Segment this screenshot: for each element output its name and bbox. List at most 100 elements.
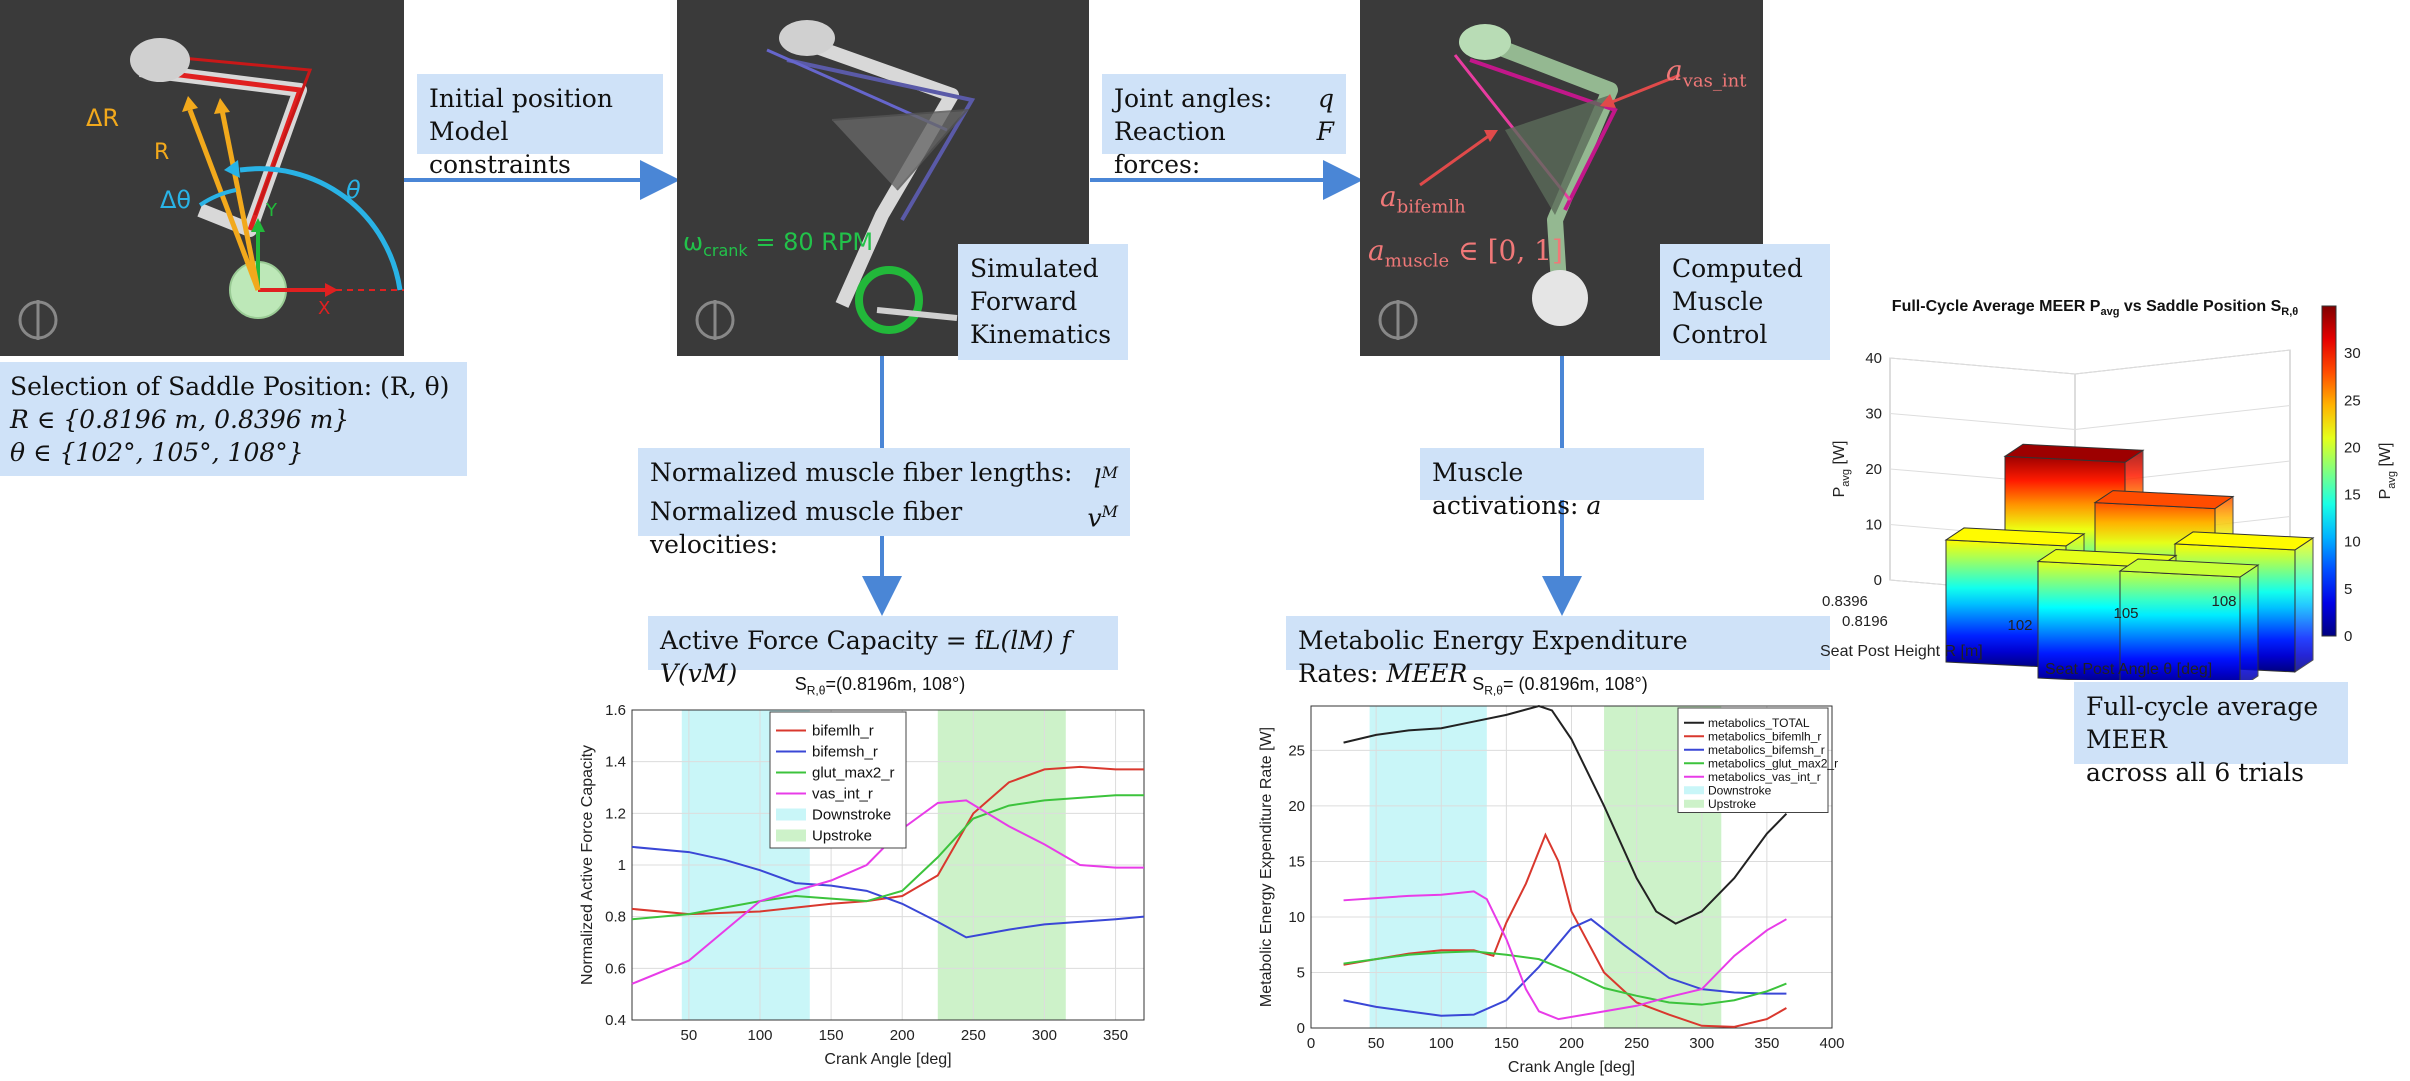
fullcycle-box: Full-cycle average MEER across all 6 tri… bbox=[2074, 682, 2348, 787]
x-axis-label: X bbox=[318, 298, 331, 319]
x-tick-label: 350 bbox=[1103, 1027, 1128, 1044]
x-tick-label: 150 bbox=[1494, 1035, 1519, 1052]
series-vas_int_r bbox=[631, 799, 1144, 985]
legend-swatch bbox=[1684, 786, 1704, 795]
computed-control-box: Computed Muscle Control bbox=[1660, 244, 1830, 360]
a-bifemlh-label: abifemlh bbox=[1380, 180, 1466, 218]
joint-f-symbol: F bbox=[1316, 117, 1334, 146]
colorbar-label: Pavg [W] bbox=[2377, 443, 2398, 500]
joint-line1: Joint angles: bbox=[1114, 84, 1273, 113]
a-vas-int-label: avas_int bbox=[1666, 54, 1746, 92]
x-tick-label: 200 bbox=[1559, 1035, 1584, 1052]
a-muscle-range-label: amuscle ∈ [0, 1] bbox=[1368, 234, 1563, 272]
bar-top-0.8196-102 bbox=[1944, 527, 2086, 547]
fiber-box: Normalized muscle fiber lengths: lM Norma… bbox=[638, 448, 1130, 559]
a-muscle-subscript: muscle bbox=[1384, 250, 1450, 272]
saddle-line2: R ∈ {0.8196 m, 0.8396 m} bbox=[10, 405, 350, 434]
colorbar-tick: 15 bbox=[2344, 487, 2361, 504]
legend-item-Upstroke: Upstroke bbox=[1708, 797, 1756, 811]
z-gridline bbox=[2074, 405, 2291, 430]
legend-swatch bbox=[776, 808, 806, 821]
activations-box: Muscle activations: a bbox=[1420, 448, 1704, 520]
plot-frame bbox=[1310, 705, 1833, 1029]
legend-item-Downstroke: Downstroke bbox=[1708, 783, 1772, 797]
afc-box: Active Force Capacity = fL(lM) f V(vM) bbox=[648, 616, 1118, 688]
x-tick-label: 250 bbox=[1624, 1035, 1649, 1052]
saddle-line1: Selection of Saddle Position: (R, θ) bbox=[10, 372, 450, 401]
colorbar bbox=[2321, 305, 2337, 637]
sim-line3: Kinematics bbox=[970, 320, 1112, 349]
y-tick-label: 0.4 bbox=[605, 1012, 626, 1029]
x-tick-label: 200 bbox=[890, 1027, 915, 1044]
a-vas-subscript: vas_int bbox=[1682, 70, 1747, 92]
colorbar-tick: 0 bbox=[2344, 628, 2352, 645]
comp-line3: Control bbox=[1672, 320, 1768, 349]
comp-line1: Computed bbox=[1672, 254, 1803, 283]
a-bif-subscript: bifemlh bbox=[1396, 196, 1466, 218]
legend-swatch bbox=[776, 829, 806, 842]
z-gridline bbox=[1889, 357, 2076, 375]
y-tick-label: 10 bbox=[1288, 909, 1305, 926]
a-bif-symbol: a bbox=[1380, 180, 1397, 213]
legend-item-bifemsh_r: bifemsh_r bbox=[812, 744, 878, 761]
saddle-line3: θ ∈ {102°, 105°, 108°} bbox=[10, 438, 304, 467]
series-metabolics_bifemsh_r bbox=[1343, 918, 1787, 1017]
series-metabolics_bifemlh_r bbox=[1343, 832, 1787, 1028]
y-tick-label: 20 bbox=[1288, 798, 1305, 815]
y-tick-label: 1.2 bbox=[605, 805, 626, 822]
afc-chart-title: SR,θ=(0.8196m, 108°) bbox=[620, 674, 1140, 698]
plot-frame bbox=[631, 709, 1145, 1021]
fiber-line1: Normalized muscle fiber lengths: bbox=[650, 458, 1073, 487]
y-tick-label: 0 bbox=[1297, 1020, 1305, 1037]
colorbar-tick: 30 bbox=[2344, 345, 2361, 362]
meer-text: Metabolic Energy Expenditure Rates: bbox=[1298, 626, 1688, 688]
y-axis-label: Y bbox=[266, 200, 277, 221]
bar3d-title-sub2: R,θ bbox=[2281, 306, 2299, 319]
forward-kinematics-illustration bbox=[695, 20, 976, 340]
series-bifemsh_r bbox=[631, 845, 1145, 939]
fiber-l-base: l bbox=[1093, 464, 1102, 494]
joint-q-symbol: q bbox=[1317, 84, 1334, 113]
y-axis-label: Metabolic Energy Expenditure Rate [W] bbox=[1258, 727, 1275, 1007]
a-muscle-range: ∈ [0, 1] bbox=[1449, 234, 1563, 267]
meer-chart-title: SR,θ= (0.8196m, 108°) bbox=[1280, 674, 1840, 698]
afc-line-chart: 50 100 150 200 250 300 350 0.4 0.6 0.8 1 1.2 1.4 1.6 C… bbox=[579, 702, 1145, 1068]
saddle-geometry-illustration bbox=[18, 38, 404, 340]
sim-line1: Simulated bbox=[970, 254, 1099, 283]
muscle-control-illustration bbox=[1378, 24, 1681, 340]
activations-a-symbol: a bbox=[1586, 491, 1602, 520]
sim-line2: Forward bbox=[970, 287, 1078, 316]
x-tick-label: 250 bbox=[961, 1027, 986, 1044]
theta-axis-label: Seat Post Angle θ [deg] bbox=[2045, 661, 2212, 678]
afc-title-rest: =(0.8196m, 108°) bbox=[825, 674, 966, 694]
fiber-v-sup: M bbox=[1101, 502, 1118, 522]
meer-title-rest: = (0.8196m, 108°) bbox=[1502, 674, 1648, 694]
colorbar-tick: 20 bbox=[2344, 439, 2361, 456]
joint-row1: Joint angles: q bbox=[1114, 82, 1334, 115]
x-tick-label: 300 bbox=[1689, 1035, 1714, 1052]
meer-symbol: MEER bbox=[1386, 659, 1468, 688]
fiber-row2: Normalized muscle fiber velocities: vM bbox=[650, 495, 1118, 561]
legend-item-Downstroke: Downstroke bbox=[812, 807, 891, 824]
bar-top-0.8396-105 bbox=[2093, 490, 2235, 510]
saddle-geometry-panel: ΔR R Δθ θ Y X bbox=[0, 0, 404, 356]
r-tick-label: 0.8396 bbox=[1822, 593, 1868, 610]
series-metabolics_glut_max2_r bbox=[1343, 950, 1787, 1006]
bar-top-0.8396-102 bbox=[2003, 443, 2145, 463]
y-tick-label: 1 bbox=[618, 857, 626, 874]
bar-side-0.8196-108 bbox=[2239, 564, 2259, 680]
afc-formula: L(lM) f V(vM) bbox=[660, 626, 1071, 688]
legend: bifemlh_r bifemsh_r glut_max2_r vas_int_r Do… bbox=[769, 711, 907, 849]
bar-top-0.8196-108 bbox=[2118, 558, 2260, 578]
legend-item-metabolics_bifemlh_r: metabolics_bifemlh_r bbox=[1708, 729, 1821, 743]
z-tick-label: 40 bbox=[1865, 350, 1882, 367]
x-tick-label: 350 bbox=[1754, 1035, 1779, 1052]
initial-line2: Model constraints bbox=[429, 117, 571, 179]
fullcycle-line2: across all 6 trials bbox=[2086, 758, 2304, 787]
meer-line-chart: 0 50 100 150 200 250 300 350 400 0 5 10 15 20 25 Crank … bbox=[1258, 704, 1845, 1076]
z-gridline bbox=[2074, 349, 2291, 375]
y-tick-label: 0.8 bbox=[605, 909, 626, 926]
meer-box: Metabolic Energy Expenditure Rates: MEER bbox=[1286, 616, 1830, 688]
fiber-line2: Normalized muscle fiber velocities: bbox=[650, 497, 963, 560]
